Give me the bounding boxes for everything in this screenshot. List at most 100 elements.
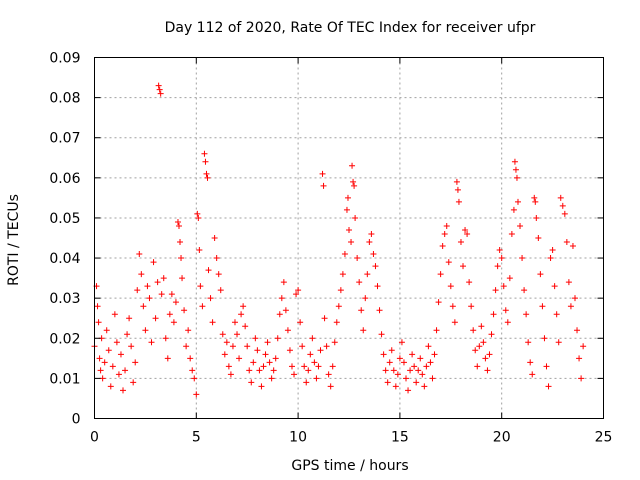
data-point <box>350 178 357 185</box>
data-point <box>266 359 273 366</box>
data-point <box>421 383 428 390</box>
data-point <box>541 335 548 342</box>
data-point <box>94 303 101 310</box>
data-point <box>185 327 192 334</box>
x-tick-label: 20 <box>493 430 511 446</box>
data-point <box>512 166 519 173</box>
data-point <box>403 375 410 382</box>
data-point <box>437 271 444 278</box>
data-point <box>248 379 255 386</box>
data-point <box>423 363 430 370</box>
data-point <box>229 343 236 350</box>
data-point <box>576 355 583 362</box>
data-point <box>111 311 118 318</box>
data-point <box>366 239 373 246</box>
data-point <box>351 182 358 189</box>
data-point <box>551 283 558 290</box>
data-point <box>246 367 253 374</box>
data-point <box>578 375 585 382</box>
data-point <box>567 303 574 310</box>
data-point <box>392 383 399 390</box>
data-point <box>99 375 106 382</box>
data-point <box>203 170 210 177</box>
data-point <box>134 287 141 294</box>
data-point <box>244 343 251 350</box>
data-point <box>496 247 503 254</box>
data-point <box>187 355 194 362</box>
data-point <box>571 295 578 302</box>
data-point <box>513 174 520 181</box>
data-point <box>384 379 391 386</box>
data-point <box>250 359 257 366</box>
data-point <box>299 343 306 350</box>
data-point <box>419 371 426 378</box>
data-point <box>238 311 245 318</box>
data-point <box>282 307 289 314</box>
data-point <box>557 194 564 201</box>
data-point <box>160 275 167 282</box>
data-point <box>482 355 489 362</box>
data-point <box>457 239 464 246</box>
data-point <box>329 363 336 370</box>
data-point <box>472 347 479 354</box>
data-point <box>170 319 177 326</box>
data-point <box>490 311 497 318</box>
data-point <box>311 359 318 366</box>
data-point <box>213 255 220 262</box>
data-point <box>510 206 517 213</box>
data-point <box>451 319 458 326</box>
data-point <box>231 319 238 326</box>
data-point <box>354 255 361 262</box>
data-point <box>378 331 385 338</box>
data-point <box>555 339 562 346</box>
data-point <box>202 158 209 165</box>
data-point <box>364 271 371 278</box>
data-point <box>317 347 324 354</box>
data-point <box>331 339 338 346</box>
data-point <box>256 367 263 374</box>
data-point <box>201 150 208 157</box>
data-point <box>221 351 228 358</box>
data-point <box>521 287 528 294</box>
data-point <box>280 279 287 286</box>
data-point <box>349 162 356 169</box>
data-point <box>508 230 515 237</box>
data-point <box>519 255 526 262</box>
data-point <box>460 263 467 270</box>
data-point <box>553 311 560 318</box>
data-point <box>276 311 283 318</box>
data-point <box>372 263 379 270</box>
data-point <box>199 303 206 310</box>
data-point <box>107 383 114 390</box>
data-point <box>196 247 203 254</box>
data-point <box>417 355 424 362</box>
data-point <box>358 307 365 314</box>
data-point <box>168 291 175 298</box>
data-point <box>445 259 452 266</box>
data-point <box>215 271 222 278</box>
data-point <box>117 351 124 358</box>
data-point <box>504 319 511 326</box>
data-point <box>352 214 359 221</box>
data-point <box>242 323 249 330</box>
y-tick-label: 0.01 <box>49 371 80 387</box>
data-point <box>124 331 131 338</box>
data-point <box>197 283 204 290</box>
data-point <box>223 339 230 346</box>
data-point <box>155 82 162 89</box>
data-point <box>569 243 576 250</box>
data-point <box>96 355 103 362</box>
x-axis-label: GPS time / hours <box>291 458 408 474</box>
data-point <box>103 327 110 334</box>
data-point <box>348 239 355 246</box>
data-point <box>225 363 232 370</box>
data-point <box>494 263 501 270</box>
data-point <box>172 299 179 306</box>
data-point <box>574 327 581 334</box>
data-point <box>468 303 475 310</box>
data-point <box>148 339 155 346</box>
data-point <box>488 331 495 338</box>
data-point <box>205 267 212 274</box>
y-tick-label: 0 <box>72 412 81 428</box>
data-point <box>480 339 487 346</box>
